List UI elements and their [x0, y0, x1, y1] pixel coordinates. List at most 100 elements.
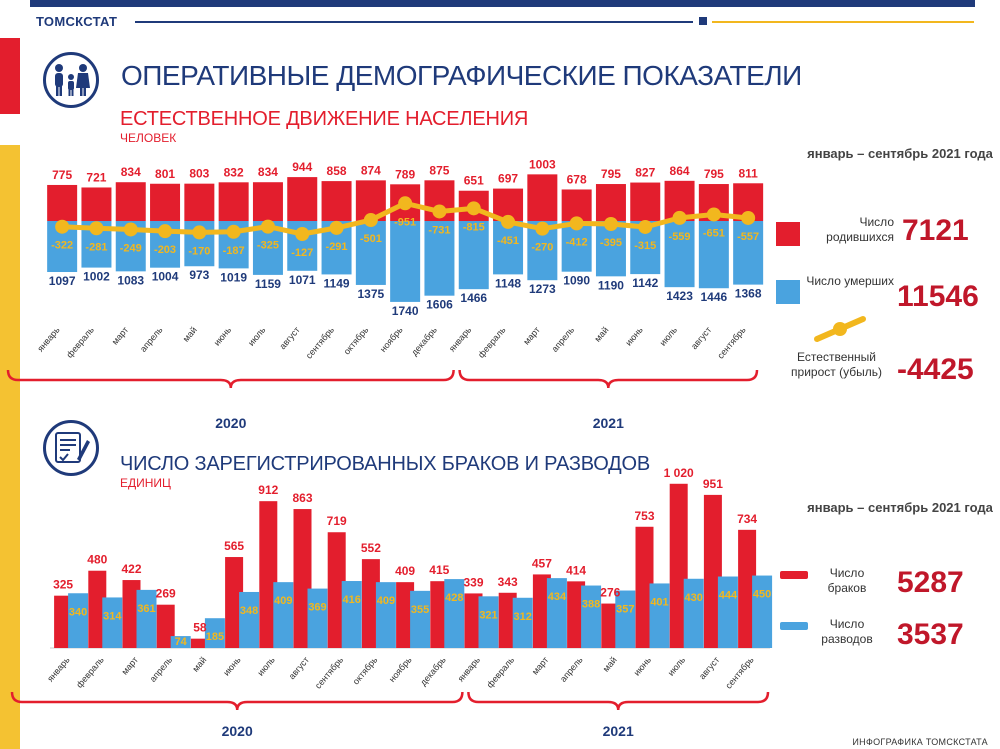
year-2020-chart1-label: 2020	[215, 415, 246, 431]
divorce-bar	[410, 590, 431, 648]
chart2-month-label: февраль	[74, 655, 106, 690]
birth-bar	[81, 187, 112, 221]
death-bar	[733, 221, 764, 285]
growth-point	[89, 221, 104, 236]
birth-value: 834	[258, 165, 278, 179]
divorce-bar	[273, 582, 294, 648]
growth-point	[363, 213, 378, 228]
chart1-month-label: июнь	[623, 325, 645, 348]
chart2-month-label: июль	[255, 655, 277, 678]
chart1-month-label: август	[277, 325, 301, 351]
marriage-bar	[225, 557, 244, 648]
chart1-period: январь – сентябрь 2021 года	[807, 146, 993, 161]
death-value: 1148	[495, 276, 521, 290]
growth-point	[295, 227, 310, 241]
divorce-value: 450	[753, 589, 771, 601]
divorce-bar	[170, 636, 191, 648]
growth-value: -951	[394, 216, 416, 228]
chart2-month-label: январь	[456, 655, 483, 684]
chart1-month-label: сентябрь	[715, 325, 747, 361]
divorce-bar	[546, 578, 567, 648]
divorce-value: 361	[137, 603, 155, 615]
birth-bar	[252, 182, 283, 221]
footer-credit: ИНФОГРАФИКА ТОМСКСТАТА	[852, 737, 988, 747]
birth-value: 864	[670, 164, 690, 178]
chart2-month-label: август	[697, 655, 721, 681]
divorce-value: 430	[685, 592, 703, 604]
marriage-value: 753	[634, 509, 654, 523]
divorces-total: 3537	[897, 618, 964, 651]
legend-divorces-label: Число разводов	[821, 617, 873, 646]
death-value: 1368	[735, 287, 762, 301]
chart1-month-label: апрель	[138, 325, 165, 354]
divorce-value: 409	[377, 595, 395, 607]
birth-value: 678	[567, 172, 587, 186]
birth-value: 697	[498, 172, 518, 186]
birth-bar	[184, 183, 215, 221]
growth-value: -249	[120, 242, 142, 254]
marriage-bar	[703, 494, 722, 648]
growth-point	[158, 224, 173, 239]
growth-value: -291	[326, 241, 348, 253]
chart2-month-label: сентябрь	[313, 655, 345, 691]
marriage-value: 552	[361, 541, 381, 555]
growth-point	[466, 201, 481, 216]
death-value: 1740	[392, 304, 419, 318]
marriage-bar	[54, 595, 73, 648]
divorce-bar	[204, 618, 225, 648]
birth-bar	[561, 189, 592, 221]
chart1-month-label: сентябрь	[304, 325, 336, 361]
marriage-bar	[259, 501, 278, 648]
birth-bar	[630, 182, 661, 221]
death-value: 1375	[357, 287, 384, 301]
growth-point	[398, 196, 413, 211]
birth-bar	[595, 184, 626, 221]
chart1-month-label: март	[521, 325, 542, 347]
death-value: 1159	[255, 277, 281, 291]
marriage-value: 422	[121, 562, 141, 576]
birth-bar	[321, 181, 352, 221]
divorce-value: 348	[240, 605, 258, 617]
marriage-value: 276	[600, 586, 620, 600]
marriage-bar	[190, 638, 209, 648]
growth-point	[260, 219, 275, 234]
marriages-total: 5287	[897, 566, 964, 599]
chart1-month-label: ноябрь	[378, 325, 405, 354]
birth-value: 811	[738, 166, 758, 180]
marriage-value: 339	[463, 575, 483, 589]
divorce-value: 369	[308, 602, 326, 614]
marriage-value: 325	[53, 578, 73, 592]
divorce-bar	[239, 591, 260, 648]
marriage-bar	[88, 570, 107, 648]
chart2-month-label: апрель	[558, 655, 585, 684]
birth-value: 721	[86, 170, 106, 184]
growth-value: -451	[497, 235, 519, 247]
side-yellow-bar	[0, 145, 20, 749]
marriage-value: 409	[395, 564, 415, 578]
divorce-bar	[649, 583, 670, 648]
divorce-value: 340	[69, 606, 87, 618]
marriage-bar	[122, 580, 141, 648]
death-value: 1190	[598, 278, 624, 292]
marriage-bar	[396, 582, 415, 648]
divorce-value: 314	[103, 610, 122, 622]
births-total: 7121	[902, 214, 969, 247]
growth-point	[603, 217, 618, 232]
death-value: 1090	[563, 274, 590, 288]
marriage-value: 734	[737, 512, 757, 526]
divorce-value: 416	[343, 594, 361, 606]
marriage-bar	[669, 483, 688, 648]
growth-point	[432, 204, 447, 219]
birth-bar	[115, 182, 146, 221]
marriage-value: 415	[429, 563, 449, 577]
marriage-value: 269	[156, 587, 176, 601]
birth-value: 832	[224, 165, 244, 179]
chart2-month-label: январь	[45, 655, 72, 684]
chart1-month-label: август	[689, 325, 713, 351]
divorce-value: 74	[175, 636, 188, 648]
chart2-month-label: октябрь	[351, 655, 380, 687]
year-2021-chart1-label: 2021	[593, 415, 624, 431]
growth-value: -203	[154, 244, 176, 256]
birth-bar	[47, 184, 78, 221]
growth-point	[192, 225, 207, 240]
